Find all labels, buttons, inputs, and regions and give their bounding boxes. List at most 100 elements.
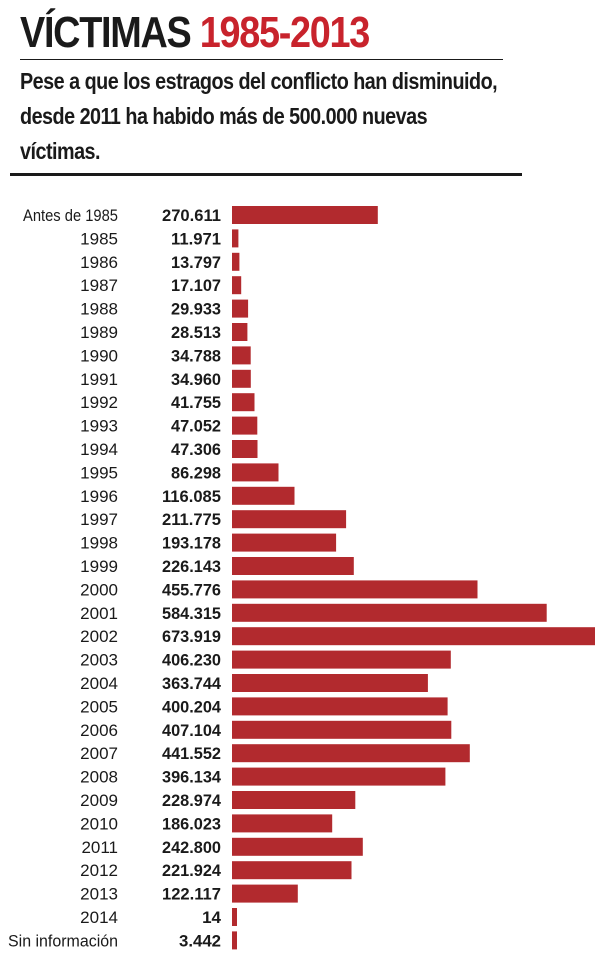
value-label: 396.134 [162, 768, 222, 787]
bar [232, 674, 428, 692]
value-label: 400.204 [162, 697, 222, 716]
category-label: 2012 [80, 861, 118, 880]
bar [232, 486, 295, 505]
bar [232, 697, 448, 716]
bar [232, 252, 240, 271]
bar [232, 299, 249, 318]
title-main: VÍCTIMAS [20, 8, 192, 57]
bar [232, 791, 356, 809]
value-label: 34.788 [171, 346, 221, 365]
value-label: 17.107 [171, 276, 221, 295]
bar [232, 440, 258, 458]
value-label: 28.513 [171, 323, 221, 342]
title-divider [20, 59, 503, 60]
bar [232, 884, 298, 903]
category-label: Sin información [8, 931, 118, 950]
value-label: 86.298 [171, 463, 221, 482]
value-label: 406.230 [162, 651, 221, 670]
value-label: 11.971 [171, 229, 221, 248]
value-label: 13.797 [171, 253, 221, 272]
value-label: 186.023 [162, 814, 221, 833]
value-label: 363.744 [162, 674, 222, 693]
category-label: 1995 [80, 463, 118, 482]
bar [232, 323, 248, 341]
category-label: 1993 [80, 417, 118, 436]
category-label: 2014 [80, 908, 118, 927]
bar [232, 627, 595, 646]
bar [232, 510, 347, 529]
category-label: 1998 [80, 534, 118, 553]
value-label: 47.052 [171, 417, 221, 436]
category-label: 2002 [80, 627, 118, 646]
category-label: 2000 [80, 580, 118, 599]
category-label: 1989 [80, 323, 118, 342]
value-label: 226.143 [162, 557, 221, 576]
bar [232, 206, 378, 224]
category-label: 1986 [80, 253, 118, 272]
value-label: 673.919 [162, 627, 221, 646]
chart-subtitle: Pese a que los estragos del conflicto ha… [20, 68, 498, 164]
category-label: 2007 [80, 744, 118, 763]
value-label: 584.315 [162, 604, 221, 623]
category-label: 2013 [80, 885, 118, 904]
bar [232, 346, 251, 365]
category-label: 2004 [80, 674, 118, 693]
value-label: 3.442 [179, 931, 221, 950]
bar [232, 369, 251, 388]
value-label: 228.974 [162, 791, 222, 810]
category-label: 1997 [80, 510, 118, 529]
bar [232, 533, 337, 552]
value-label: 122.117 [162, 885, 221, 904]
value-label: 116.085 [162, 487, 221, 506]
bar [232, 416, 258, 435]
bar [232, 603, 547, 622]
value-label: 455.776 [162, 580, 221, 599]
value-label: 29.933 [171, 300, 221, 319]
category-label: 1988 [80, 300, 118, 319]
value-label: 14 [202, 908, 221, 927]
category-label: 2005 [80, 697, 118, 716]
bar [232, 837, 363, 856]
chart-title: VÍCTIMAS 1985-2013 [20, 8, 371, 58]
value-label: 193.178 [162, 534, 221, 553]
bar [232, 908, 237, 926]
bar [232, 744, 470, 763]
category-label: 2006 [80, 721, 118, 740]
value-label: 211.775 [162, 510, 221, 529]
category-label: 1992 [80, 393, 118, 412]
bar [232, 580, 478, 599]
bar [232, 650, 451, 669]
bar-chart: Antes de 1985 270.611 1985 11.971 1986 13.797… [8, 206, 595, 950]
title-years: 1985-2013 [199, 8, 371, 57]
bar [232, 767, 446, 786]
category-label: 2008 [80, 768, 118, 787]
category-label: 1985 [80, 229, 118, 248]
category-label: 1987 [80, 276, 118, 295]
value-label: 34.960 [171, 370, 221, 389]
bar [232, 393, 255, 412]
value-label: 270.611 [162, 206, 221, 225]
header-divider [10, 173, 522, 176]
value-label: 41.755 [171, 393, 221, 412]
category-label: Antes de 1985 [23, 206, 118, 225]
bar [232, 720, 452, 739]
category-label: 1994 [80, 440, 118, 459]
category-label: 2009 [80, 791, 118, 810]
bar [232, 931, 237, 950]
value-label: 441.552 [162, 744, 221, 763]
bar [232, 229, 239, 248]
category-label: 1996 [80, 487, 118, 506]
category-label: 1991 [80, 370, 118, 389]
category-label: 1999 [80, 557, 118, 576]
bar [232, 276, 242, 295]
value-label: 407.104 [162, 721, 222, 740]
category-label: 2011 [81, 838, 118, 857]
value-label: 242.800 [162, 838, 221, 857]
value-label: 47.306 [171, 440, 221, 459]
bar [232, 814, 333, 833]
category-label: 1990 [80, 346, 118, 365]
bar [232, 557, 354, 575]
bar [232, 463, 279, 482]
category-label: 2001 [80, 604, 118, 623]
value-label: 221.924 [162, 861, 222, 880]
